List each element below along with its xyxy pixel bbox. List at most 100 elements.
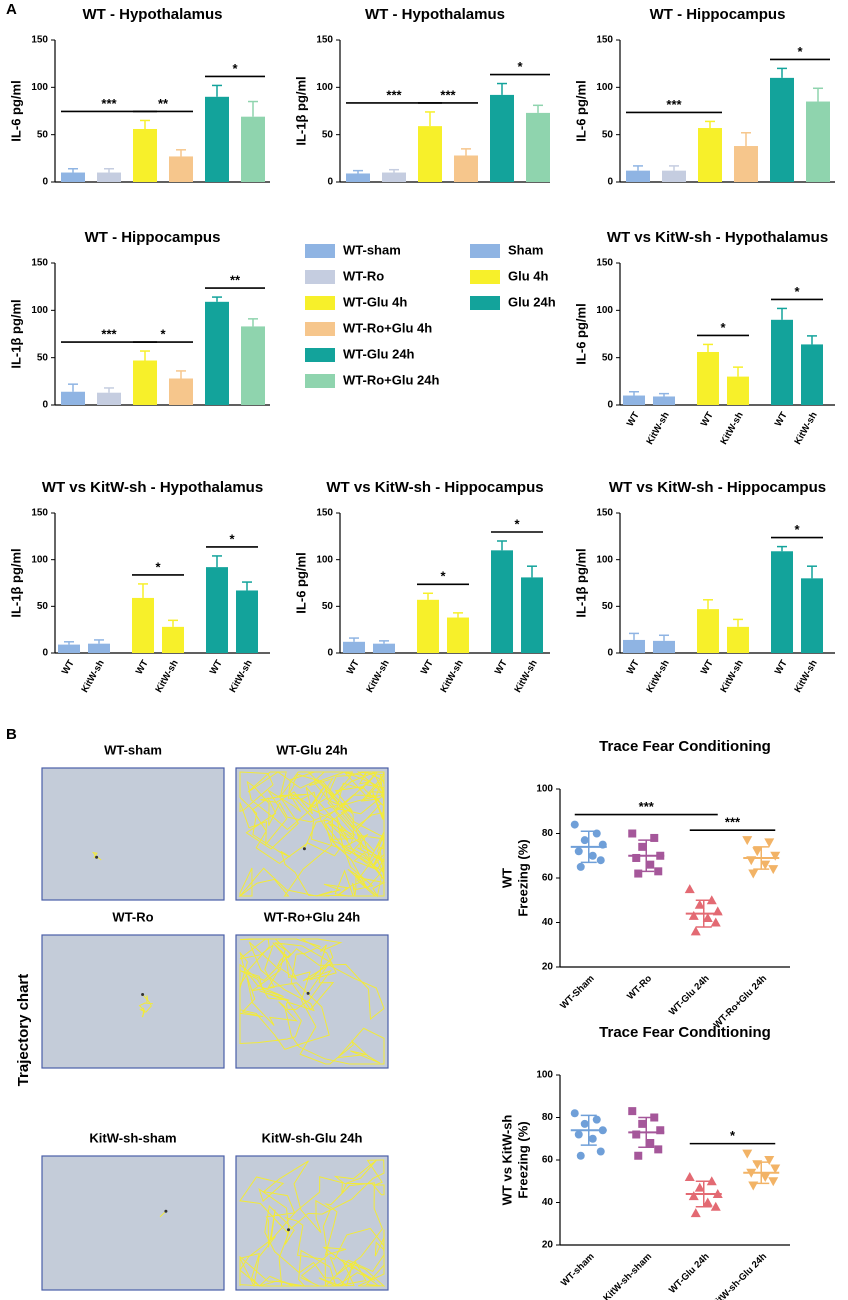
x-tick-label: WT-Sham	[558, 973, 596, 1011]
y-tick-label: 80	[542, 828, 554, 839]
legend-label: WT-Glu 24h	[343, 346, 415, 361]
bar	[521, 577, 543, 653]
point	[654, 867, 663, 876]
point	[770, 1164, 781, 1174]
y-tick-label: 50	[37, 352, 49, 363]
significance-label: ***	[639, 799, 655, 814]
point	[770, 851, 781, 861]
y-axis-label: IL-6 pg/ml	[573, 303, 588, 364]
point	[638, 842, 647, 851]
x-tick-label: WT-Ro	[625, 973, 654, 1002]
x-tick-label: KitW-sh	[718, 658, 745, 695]
significance-label: *	[514, 516, 520, 531]
bar	[623, 395, 645, 405]
significance-label: ***	[386, 87, 402, 102]
bar	[698, 128, 722, 182]
significance-label: *	[229, 531, 235, 546]
point	[702, 913, 713, 923]
legend-label: WT-Ro	[343, 268, 384, 283]
y-tick-label: 150	[596, 258, 613, 269]
point	[634, 1151, 643, 1160]
trajectory-title: KitW-sh-sham	[89, 1130, 176, 1145]
bar	[417, 599, 439, 653]
point	[768, 865, 779, 875]
point	[576, 862, 585, 871]
chart-title: WT vs KitW-sh - Hippocampus	[609, 479, 826, 496]
x-tick-label: WT	[773, 410, 790, 428]
legend-swatch	[305, 374, 335, 388]
bar	[61, 172, 85, 182]
bar	[205, 96, 229, 182]
trajectory	[239, 1159, 386, 1288]
point	[656, 1126, 665, 1135]
x-tick-label: WT-Glu 24h	[667, 1251, 712, 1296]
bar	[697, 609, 719, 653]
point	[764, 1156, 775, 1165]
y-tick-label: 0	[607, 648, 613, 659]
point	[596, 856, 605, 865]
chart-title: WT vs KitW-sh - Hypothalamus	[42, 479, 263, 496]
x-tick-label: WT	[493, 658, 510, 676]
trajectory-title: WT-Ro+Glu 24h	[264, 909, 360, 924]
y-tick-label: 100	[596, 554, 613, 565]
y-tick-label: 0	[327, 648, 333, 659]
y-tick-label: 60	[542, 873, 554, 884]
y-tick-label: 0	[42, 648, 48, 659]
bar	[447, 617, 469, 653]
bar	[771, 319, 793, 405]
y-tick-label: 0	[327, 177, 333, 188]
trajectory-label: Trajectory chart	[15, 974, 32, 1087]
bar	[169, 378, 193, 405]
x-tick-label: KitW-sh	[364, 658, 391, 695]
bar	[58, 644, 80, 653]
y-tick-label: 80	[542, 1112, 554, 1123]
y-axis-label: IL-1β pg/ml	[573, 548, 588, 617]
bar	[653, 396, 675, 405]
bar	[97, 172, 121, 182]
trajectory	[239, 938, 385, 1065]
legend-swatch	[305, 322, 335, 336]
significance-label: *	[232, 61, 238, 76]
x-tick-label: KitW-sh	[792, 658, 819, 695]
point	[742, 836, 753, 846]
panel-label: B	[6, 726, 17, 743]
significance-label: ***	[666, 97, 682, 112]
bar	[382, 172, 406, 182]
bar	[771, 551, 793, 653]
significance-label: *	[794, 284, 800, 299]
bar	[133, 360, 157, 405]
y-axis-label: IL-6 pg/ml	[8, 80, 23, 141]
x-tick-label: KitW-sh	[644, 410, 671, 447]
y-tick-label: 60	[542, 1155, 554, 1166]
trajectory	[238, 771, 386, 898]
significance-label: ***	[440, 87, 456, 102]
y-tick-label: 150	[596, 35, 613, 46]
point	[632, 1130, 641, 1139]
legend-swatch	[470, 270, 500, 284]
point	[570, 1109, 579, 1118]
y-axis-label: IL-6 pg/ml	[573, 80, 588, 141]
x-tick-label: WT	[773, 658, 790, 676]
point	[742, 1149, 753, 1159]
y-tick-label: 100	[316, 554, 333, 565]
bar	[343, 641, 365, 653]
x-tick-label: WT	[345, 658, 362, 676]
bar	[132, 597, 154, 653]
y-axis-label: WT	[499, 868, 514, 888]
x-tick-label: WT	[625, 658, 642, 676]
point	[588, 1134, 597, 1143]
y-tick-label: 150	[316, 35, 333, 46]
significance-label: *	[797, 44, 803, 59]
point	[580, 1119, 589, 1128]
arena	[41, 1155, 225, 1291]
point	[684, 1172, 695, 1181]
legend-swatch	[305, 270, 335, 284]
point	[574, 1130, 583, 1139]
y-tick-label: 0	[607, 177, 613, 188]
trajectory-title: WT-sham	[104, 742, 162, 757]
x-tick-label: KitW-sh-Glu 24h	[709, 1251, 769, 1300]
chart-title: WT - Hypothalamus	[82, 6, 222, 23]
significance-label: ***	[101, 96, 117, 111]
y-tick-label: 0	[42, 177, 48, 188]
point	[764, 838, 775, 848]
